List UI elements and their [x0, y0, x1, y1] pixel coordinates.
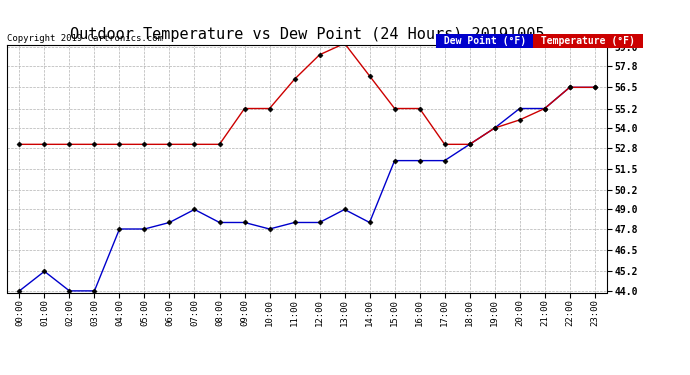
- Title: Outdoor Temperature vs Dew Point (24 Hours) 20191005: Outdoor Temperature vs Dew Point (24 Hou…: [70, 27, 544, 42]
- Text: Copyright 2019 Cartronics.com: Copyright 2019 Cartronics.com: [7, 34, 163, 43]
- Text: Temperature (°F): Temperature (°F): [535, 36, 640, 46]
- Text: Dew Point (°F): Dew Point (°F): [438, 36, 532, 46]
